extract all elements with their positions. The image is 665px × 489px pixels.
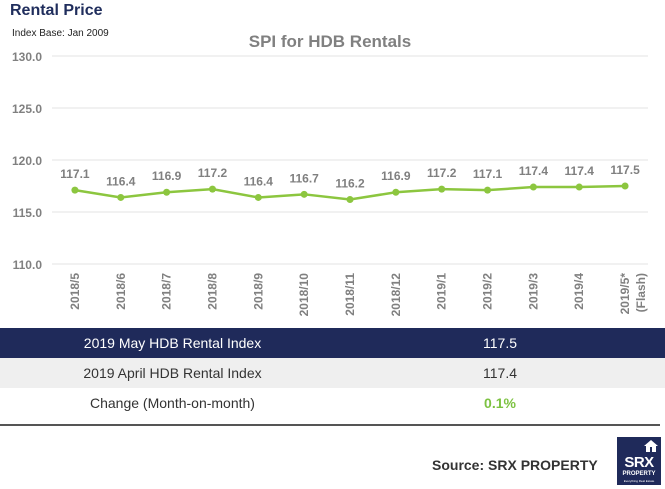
- data-label: 116.4: [106, 174, 136, 188]
- x-tick-label: 2018/12: [389, 273, 403, 317]
- summary-row-april: 2019 April HDB Rental Index 117.4: [0, 358, 665, 388]
- x-tick-note: (Flash): [634, 273, 648, 312]
- summary-value: 117.4: [483, 365, 517, 381]
- logo-text: SRX: [624, 454, 654, 471]
- data-label: 117.4: [565, 164, 595, 178]
- x-tick-label: 2019/3: [526, 273, 540, 310]
- x-tick-label: 2018/6: [114, 273, 128, 310]
- data-point: [621, 182, 629, 190]
- data-label: 117.1: [60, 167, 90, 181]
- data-label: 116.9: [381, 169, 411, 183]
- data-label: 117.1: [473, 167, 503, 181]
- index-base-note: Index Base: Jan 2009: [12, 28, 109, 39]
- y-tick-label: 120.0: [12, 154, 42, 168]
- y-tick-label: 110.0: [13, 258, 43, 272]
- y-tick-label: 115.0: [13, 206, 43, 220]
- summary-row-may: 2019 May HDB Rental Index 117.5: [0, 328, 665, 358]
- x-tick-label: 2018/5: [68, 273, 82, 310]
- data-point: [163, 188, 171, 196]
- source-note: Source: SRX PROPERTY: [432, 457, 598, 473]
- data-label: 116.9: [152, 169, 182, 183]
- data-label: 116.2: [335, 177, 365, 191]
- logo-subtext: PROPERTY: [622, 471, 656, 477]
- data-label: 117.2: [427, 166, 457, 180]
- data-point: [575, 183, 583, 191]
- data-point: [208, 185, 216, 193]
- x-tick-label: 2019/5*: [618, 273, 632, 315]
- x-tick-label: 2019/1: [435, 273, 449, 310]
- series-rental-index: [71, 182, 629, 204]
- summary-label: 2019 April HDB Rental Index: [83, 365, 262, 381]
- data-label: 117.5: [610, 163, 640, 177]
- y-axis: 110.0 115.0 120.0 125.0 130.0: [12, 50, 42, 272]
- table-bottom-border: [0, 424, 660, 426]
- x-tick-label: 2018/10: [297, 273, 311, 317]
- summary-label: Change (Month-on-month): [90, 395, 255, 411]
- data-point: [346, 196, 354, 204]
- data-labels: 117.1 116.4 116.9 117.2 116.4 116.7 116.2 116.9…: [60, 163, 640, 191]
- x-tick-label: 2019/2: [481, 273, 495, 310]
- x-tick-label: 2018/7: [160, 273, 174, 310]
- logo-tagline: Everything Real Estate: [623, 479, 655, 483]
- data-label: 117.2: [198, 166, 228, 180]
- data-point: [484, 186, 492, 194]
- x-tick-label: 2018/11: [343, 273, 357, 316]
- data-label: 116.7: [289, 171, 319, 185]
- summary-row-change: Change (Month-on-month) 0.1%: [0, 388, 665, 420]
- data-point: [254, 193, 262, 201]
- x-axis: 2018/5 2018/6 2018/7 2018/8 2018/9 2018/10 201…: [68, 273, 648, 317]
- x-tick-label: 2018/8: [205, 273, 219, 310]
- data-label: 116.4: [244, 174, 274, 188]
- gridlines: [52, 55, 648, 265]
- rental-line-chart: SPI for HDB Rentals 110.0 115.0 120.0 125.0…: [12, 32, 648, 317]
- summary-label: 2019 May HDB Rental Index: [83, 335, 262, 351]
- srx-logo: SRX PROPERTY Everything Real Estate: [617, 437, 661, 485]
- summary-value: 117.5: [483, 335, 517, 351]
- data-point: [71, 186, 79, 194]
- house-icon: [644, 440, 658, 452]
- y-tick-label: 125.0: [12, 102, 42, 116]
- x-tick-label: 2018/9: [251, 273, 265, 310]
- page-title: Rental Price: [10, 2, 103, 19]
- x-tick-label: 2019/4: [572, 273, 586, 310]
- data-point: [117, 193, 125, 201]
- y-tick-label: 130.0: [12, 50, 42, 64]
- data-point: [529, 183, 537, 191]
- chart-title: SPI for HDB Rentals: [249, 32, 411, 51]
- data-point: [392, 188, 400, 196]
- data-point: [300, 190, 308, 198]
- data-point: [438, 185, 446, 193]
- data-label: 117.4: [519, 164, 549, 178]
- summary-value: 0.1%: [484, 395, 516, 411]
